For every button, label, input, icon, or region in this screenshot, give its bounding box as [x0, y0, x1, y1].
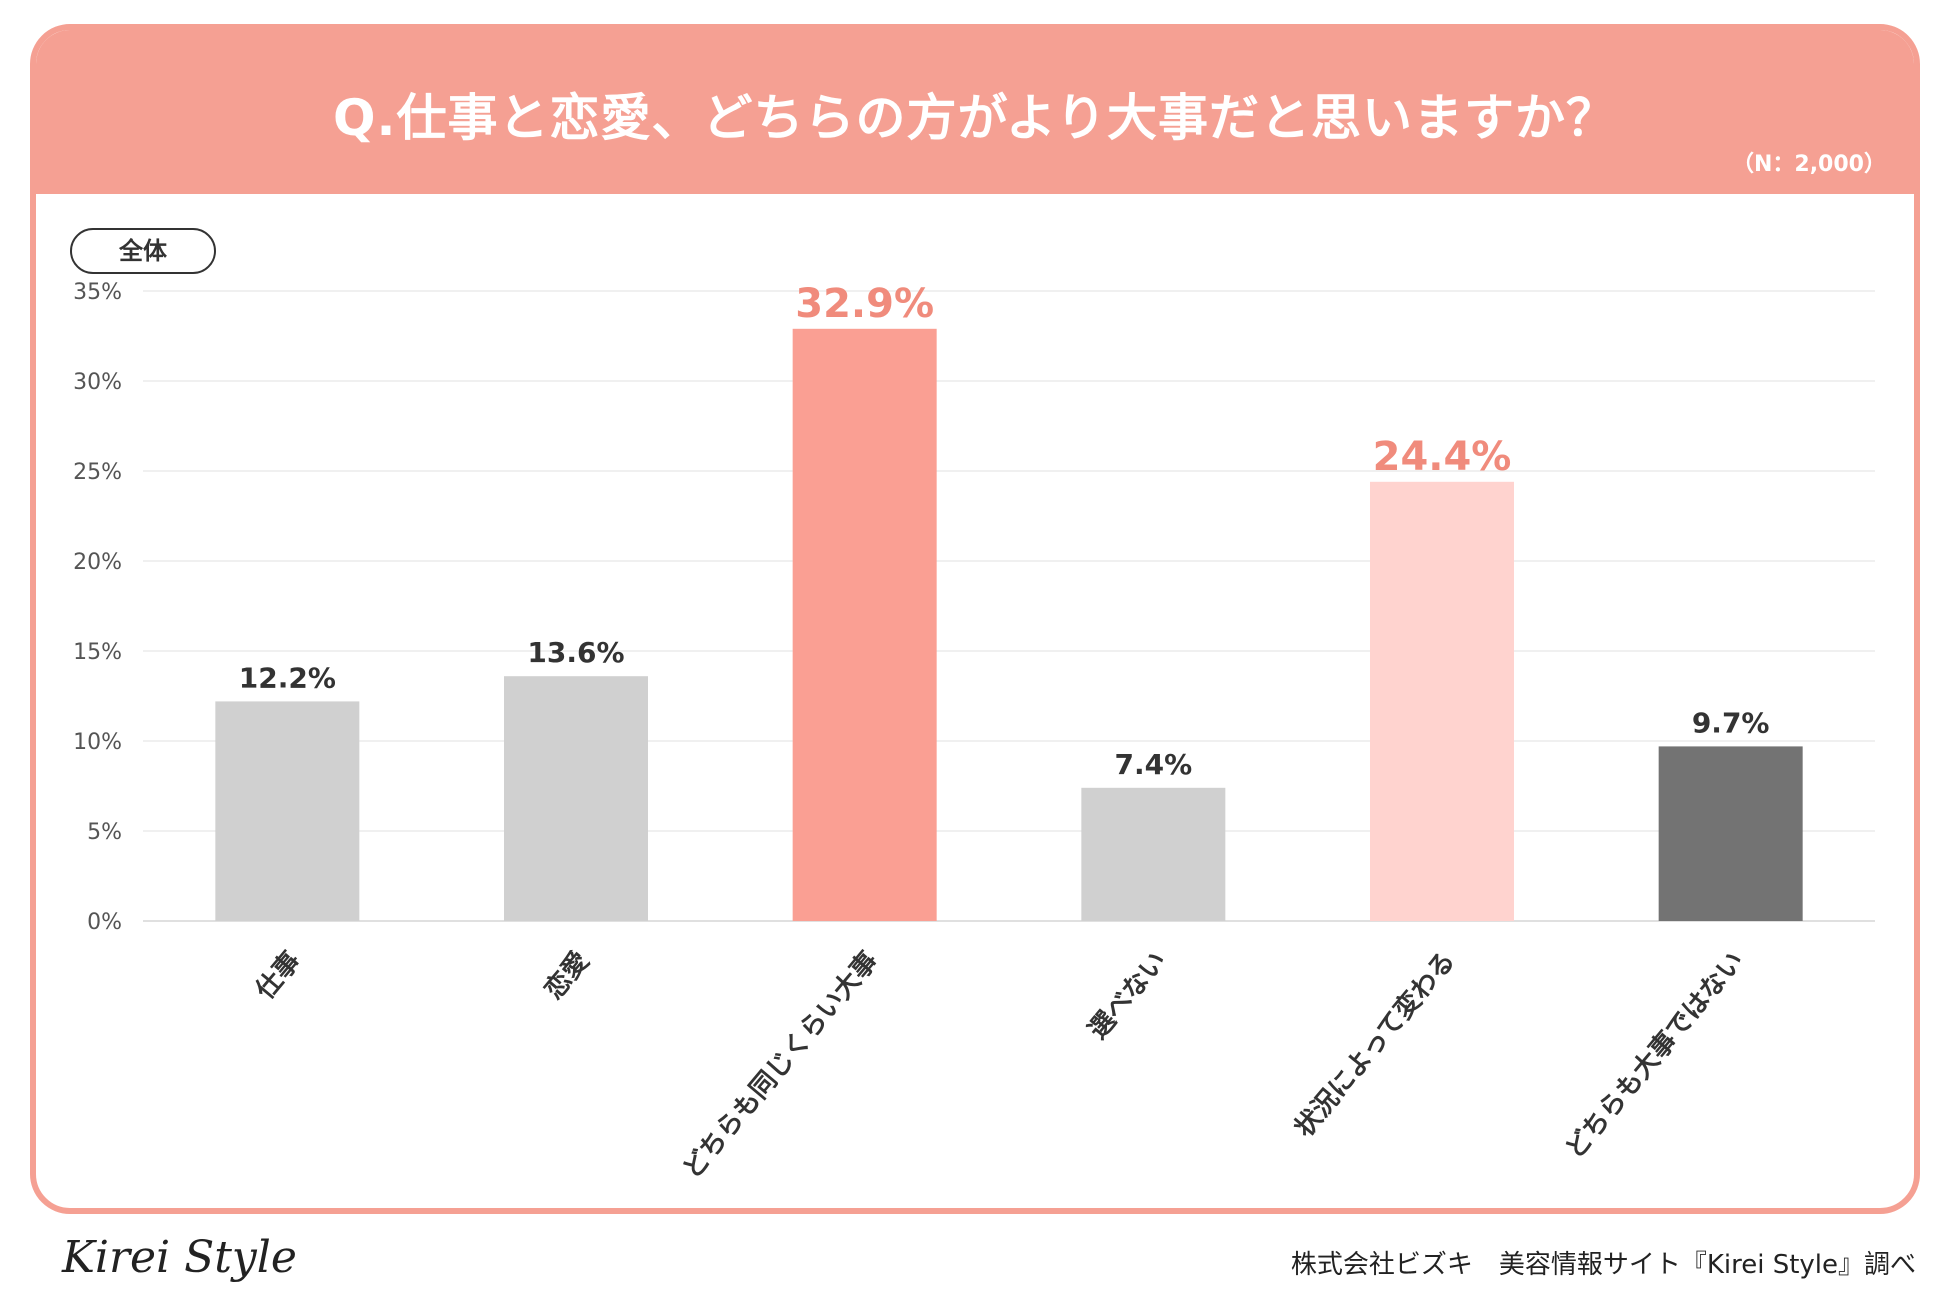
data-label: 7.4%	[1115, 748, 1193, 781]
x-tick-label: 選べない	[1083, 946, 1173, 1045]
bar	[504, 676, 648, 921]
x-tick-label: 恋愛	[538, 946, 595, 1006]
bar	[792, 328, 937, 921]
data-label: 12.2%	[239, 661, 336, 694]
data-label: 24.4%	[1373, 434, 1512, 480]
y-tick-label: 30%	[73, 370, 122, 395]
kirei-style-logo: Kirei Style	[62, 1232, 297, 1283]
bar	[1081, 787, 1226, 921]
segment-pill: 全体	[70, 228, 216, 274]
y-tick-label: 35%	[73, 280, 122, 305]
bar	[1658, 746, 1803, 921]
y-tick-label: 10%	[73, 730, 122, 755]
x-tick-label: 状況によって変わる	[1289, 946, 1462, 1144]
data-label: 13.6%	[527, 636, 624, 669]
data-label: 32.9%	[795, 281, 934, 327]
y-tick-label: 20%	[73, 550, 122, 575]
x-tick-label: 仕事	[250, 946, 307, 1006]
x-tick-label: どちらも大事ではない	[1560, 946, 1750, 1164]
sample-size-label: （N：2,000）	[1731, 152, 1886, 177]
y-tick-label: 5%	[87, 820, 122, 845]
y-tick-label: 25%	[73, 460, 122, 485]
chart-card: Q.仕事と恋愛、どちらの方がより大事だと思いますか？ （N：2,000） 全体	[30, 24, 1920, 1214]
header-band: Q.仕事と恋愛、どちらの方がより大事だと思いますか？ （N：2,000）	[36, 30, 1914, 194]
bar	[215, 701, 360, 921]
data-label: 9.7%	[1692, 706, 1770, 739]
bar-chart: 0% 5% 10% 15% 20% 25% 30% 35% 12.2% 仕事 13.6% 恋愛 32.9…	[73, 280, 1875, 1185]
x-tick-label: どちらも同じくらい大事	[677, 946, 884, 1184]
y-tick-label: 0%	[87, 910, 122, 935]
survey-credit: 株式会社ビズキ 美容情報サイト『Kirei Style』調べ	[1290, 1250, 1916, 1280]
y-tick-label: 15%	[73, 640, 122, 665]
bar	[1370, 481, 1514, 921]
chart-title: Q.仕事と恋愛、どちらの方がより大事だと思いますか？	[333, 89, 1617, 147]
